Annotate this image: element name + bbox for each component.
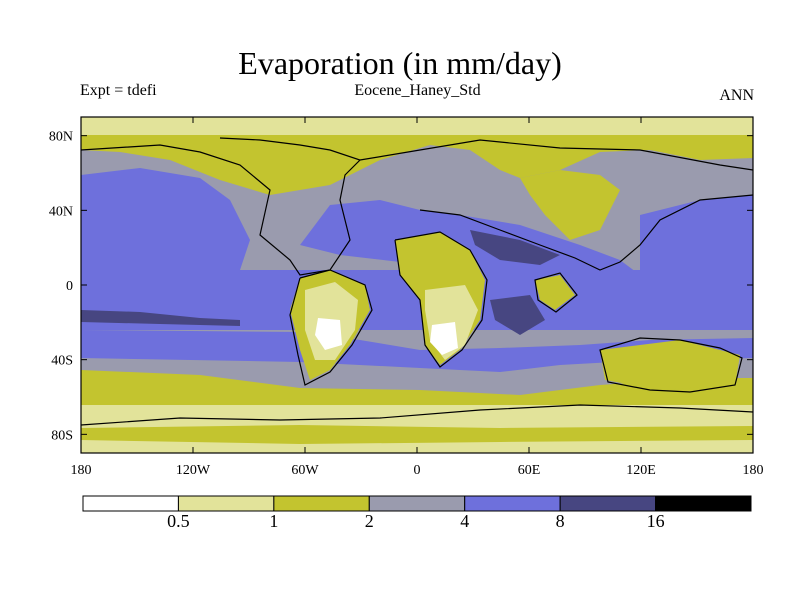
x-tick-label: 120W (176, 463, 211, 478)
colorbar-box (464, 495, 561, 512)
coast-africa (394, 231, 488, 368)
map-plot-area: 180 120W 60W 0 60E 120E 180 80N 40N 0 40S 80S (49, 116, 764, 478)
field-india-yellow (535, 275, 575, 310)
field-south-yellow (81, 370, 753, 415)
colorbar-label: 4 (460, 511, 469, 531)
coast-india (534, 272, 578, 313)
colorbar-labels: 0.5 1 2 4 8 16 (167, 511, 664, 531)
colorbar-label: 2 (365, 511, 374, 531)
y-tick-label: 80S (51, 428, 73, 443)
colorbar-label: 1 (269, 511, 278, 531)
x-tick-label: 60W (291, 463, 319, 478)
chart-title: Evaporation (in mm/day) (238, 45, 562, 81)
field-npac-blue (81, 168, 250, 275)
colorbar-label: 0.5 (167, 511, 190, 531)
y-tick-label: 40S (51, 354, 73, 369)
case-label: Eocene_Haney_Std (354, 82, 481, 99)
coast-australia (599, 337, 743, 393)
field-band-north-yellow (81, 135, 753, 195)
colorbar-label: 16 (647, 511, 665, 531)
field-dark-streak-pacific (81, 310, 240, 326)
field-australia-yellow (600, 340, 740, 390)
x-tick-label: 60E (518, 463, 541, 478)
x-tick-label: 180 (71, 463, 92, 478)
field-dark-streak-indian (490, 295, 545, 335)
field-npac-blue-east (640, 195, 753, 275)
colorbar-label: 8 (556, 511, 565, 531)
x-tick-label: 0 (414, 463, 421, 478)
coast-antarctica (80, 404, 754, 426)
axis-labels: 180 120W 60W 0 60E 120E 180 80N 40N 0 40S 80S (49, 130, 764, 478)
coast-eurasia (359, 139, 754, 271)
field-antarctic-yellow (81, 425, 753, 444)
coast-south-america (289, 269, 373, 386)
colorbar-box (82, 495, 179, 512)
colorbar-box (273, 495, 370, 512)
field-band-arctic (81, 117, 753, 137)
colorbar (82, 495, 752, 512)
field-samerica-white (315, 318, 342, 350)
x-tick-label: 180 (743, 463, 764, 478)
field-south-blue (81, 330, 753, 372)
experiment-label: Expt = tdefi (80, 82, 157, 99)
y-tick-label: 40N (49, 204, 73, 219)
axis-ticks (80, 117, 754, 453)
y-tick-label: 0 (66, 279, 73, 294)
colorbar-box (655, 495, 752, 512)
colorbar-box (368, 495, 466, 512)
y-tick-label: 80N (49, 130, 73, 145)
colorbar-box (559, 495, 657, 512)
field-dark-streak-tethys (470, 230, 560, 265)
coastlines (80, 137, 754, 426)
field-band-nasia-yellow (520, 170, 620, 240)
season-label: ANN (719, 87, 754, 104)
field-africa-white (430, 322, 458, 355)
colorbar-box (177, 495, 275, 512)
x-tick-label: 120E (626, 463, 656, 478)
